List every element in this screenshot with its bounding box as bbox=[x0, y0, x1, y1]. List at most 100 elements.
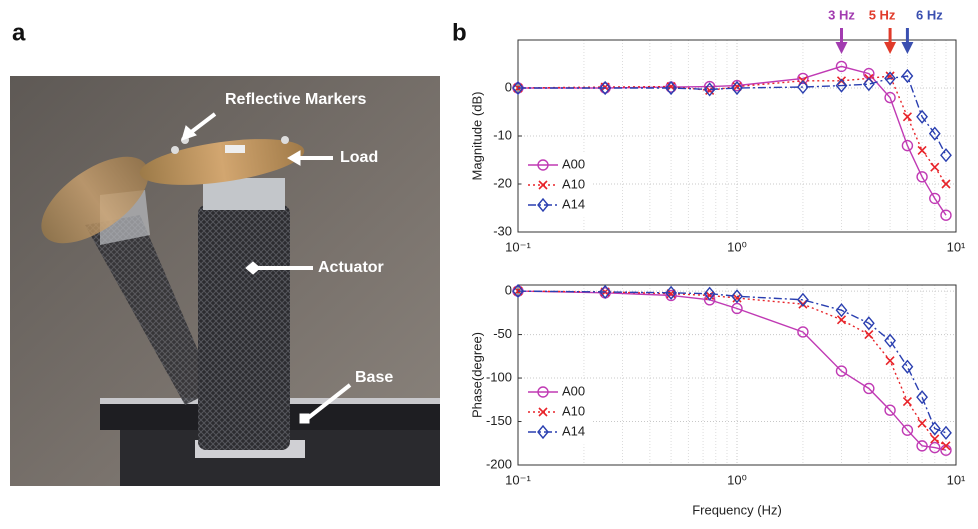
marker bbox=[835, 365, 848, 377]
panel-label: b bbox=[452, 19, 467, 46]
marker bbox=[885, 356, 895, 366]
y-tick-label: -150 bbox=[486, 413, 512, 428]
y-tick-label: -50 bbox=[493, 326, 512, 341]
x-tick-label: 10¹ bbox=[947, 239, 966, 254]
marker bbox=[884, 71, 896, 86]
marker bbox=[901, 139, 914, 152]
y-tick-label: 0 bbox=[505, 79, 512, 94]
y-tick-label: -10 bbox=[493, 127, 512, 142]
marker bbox=[930, 162, 940, 172]
y-tick-label: -30 bbox=[493, 223, 512, 238]
marker bbox=[797, 79, 809, 95]
marker bbox=[599, 80, 612, 96]
annotation-arrowhead bbox=[884, 42, 897, 54]
annotation-label: 6 Hz bbox=[916, 7, 943, 22]
marker bbox=[902, 112, 912, 122]
x-tick-label: 10⁰ bbox=[727, 472, 747, 487]
marker bbox=[917, 418, 927, 428]
legend-label: A14 bbox=[562, 423, 585, 438]
marker bbox=[901, 68, 914, 84]
y-axis-label: Phase(degree) bbox=[469, 332, 484, 418]
legend-label: A14 bbox=[562, 196, 585, 211]
legend-label: A00 bbox=[562, 156, 585, 171]
marker bbox=[916, 109, 928, 124]
marker bbox=[731, 79, 743, 92]
marker bbox=[863, 382, 875, 395]
y-tick-label: -200 bbox=[486, 456, 512, 471]
series-line bbox=[517, 290, 947, 451]
marker bbox=[703, 80, 716, 93]
annotation-label: 5 Hz bbox=[869, 7, 896, 22]
marker bbox=[941, 441, 951, 451]
marker bbox=[884, 404, 896, 416]
marker bbox=[798, 299, 808, 309]
marker bbox=[928, 421, 941, 436]
photo-label: Base bbox=[355, 369, 393, 386]
marker bbox=[665, 289, 677, 302]
axes-frame bbox=[517, 284, 957, 466]
marker bbox=[916, 440, 928, 452]
marker bbox=[940, 209, 952, 221]
marker bbox=[537, 159, 549, 171]
marker bbox=[797, 72, 809, 85]
marker bbox=[537, 386, 549, 398]
marker bbox=[537, 424, 549, 440]
x-axis-label: Frequency (Hz) bbox=[692, 502, 782, 517]
marker bbox=[862, 316, 875, 331]
marker bbox=[797, 292, 809, 307]
marker bbox=[731, 80, 743, 96]
legend-label: A10 bbox=[562, 403, 585, 418]
marker bbox=[916, 390, 928, 405]
marker bbox=[928, 126, 941, 141]
marker bbox=[731, 302, 743, 315]
x-tick-label: 10⁻¹ bbox=[505, 472, 531, 487]
marker bbox=[703, 286, 716, 301]
marker bbox=[731, 289, 743, 304]
marker bbox=[705, 290, 715, 301]
x-tick-label: 10⁻¹ bbox=[505, 239, 531, 254]
legend-label: A00 bbox=[562, 383, 585, 398]
marker bbox=[797, 326, 809, 338]
x-tick-label: 10⁰ bbox=[727, 239, 747, 254]
marker bbox=[835, 303, 848, 318]
marker bbox=[835, 78, 848, 93]
marker bbox=[732, 81, 742, 92]
photo: Reflective Markers Load Actuator Base bbox=[10, 76, 440, 486]
annotation-arrowhead bbox=[901, 42, 914, 54]
marker bbox=[538, 407, 548, 417]
marker bbox=[864, 329, 874, 340]
marker bbox=[537, 197, 549, 213]
panel-label: a bbox=[12, 19, 26, 46]
legend: A00 A10 A14 bbox=[521, 379, 593, 445]
marker bbox=[916, 171, 928, 183]
photo-label: Load bbox=[340, 149, 378, 166]
marker bbox=[665, 285, 677, 300]
marker bbox=[902, 396, 912, 407]
marker bbox=[665, 80, 677, 96]
marker bbox=[512, 80, 524, 96]
marker bbox=[884, 333, 896, 348]
marker bbox=[917, 145, 927, 155]
marker bbox=[835, 60, 848, 73]
y-tick-label: -100 bbox=[486, 369, 512, 384]
marker bbox=[599, 284, 612, 300]
annotation-label: 3 Hz bbox=[828, 7, 855, 22]
marker bbox=[512, 283, 524, 299]
x-tick-label: 10¹ bbox=[947, 472, 966, 487]
marker bbox=[929, 192, 941, 205]
photo-label: Reflective Markers bbox=[225, 91, 367, 108]
marker bbox=[666, 81, 676, 92]
legend-label: A10 bbox=[562, 176, 585, 191]
marker bbox=[703, 82, 716, 97]
marker bbox=[901, 424, 914, 436]
series-line bbox=[518, 75, 947, 156]
marker bbox=[862, 77, 875, 92]
marker bbox=[929, 441, 941, 454]
marker bbox=[930, 434, 940, 444]
marker bbox=[941, 179, 951, 189]
marker bbox=[940, 425, 952, 440]
marker bbox=[901, 359, 914, 374]
marker bbox=[732, 293, 742, 303]
